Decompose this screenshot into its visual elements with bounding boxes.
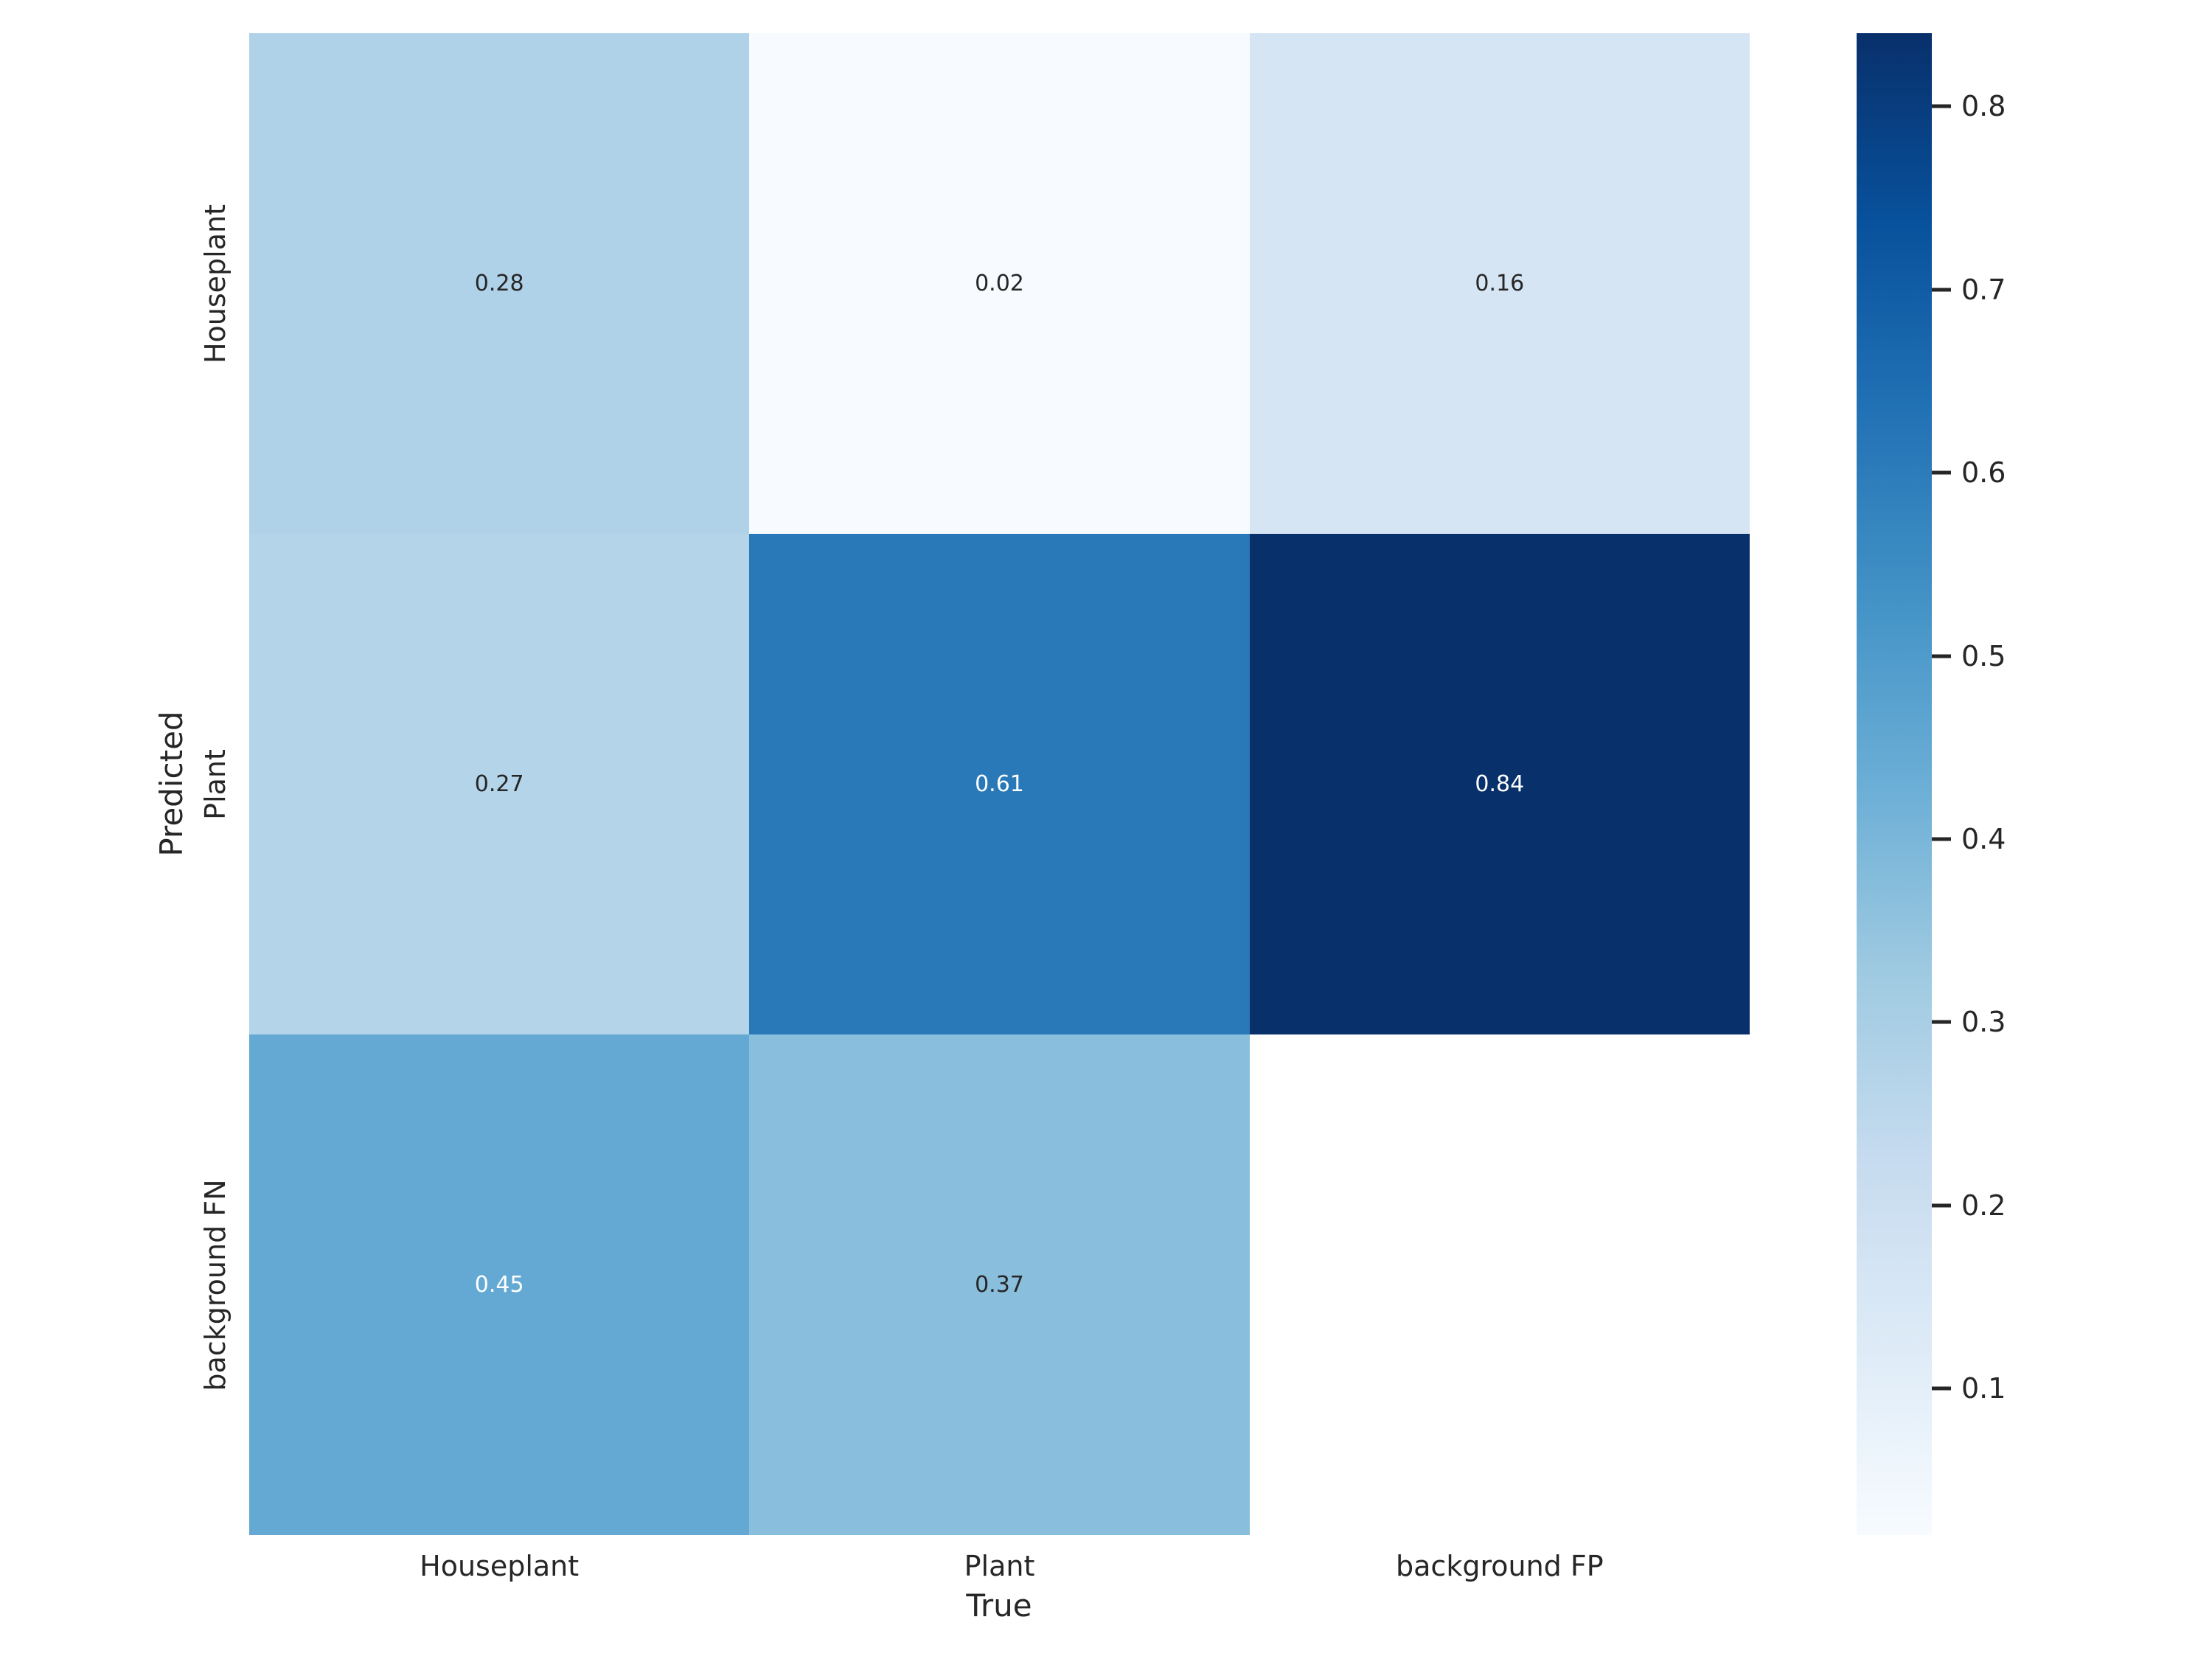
y-tick-label: Houseplant — [199, 204, 232, 364]
cell-value-label: 0.61 — [975, 771, 1024, 797]
colorbar-tick-mark — [1932, 1203, 1951, 1208]
colorbar-tick-label: 0.6 — [1961, 456, 2006, 490]
cell-value-label: 0.28 — [474, 270, 524, 296]
heatmap-cell: 0.28 — [249, 33, 750, 534]
colorbar-tick-mark — [1932, 104, 1951, 108]
heatmap-cell: 0.61 — [749, 534, 1250, 1034]
colorbar — [1857, 33, 1932, 1535]
colorbar-tick-mark — [1932, 654, 1951, 658]
y-tick-label: Plant — [199, 748, 232, 820]
colorbar-tick-mark — [1932, 1386, 1951, 1391]
heatmap-cell: 0.16 — [1249, 33, 1750, 534]
heatmap-grid: 0.28 0.02 0.16 0.27 0.61 0.84 0.45 0.37 — [249, 33, 1750, 1535]
x-tick-label: Houseplant — [420, 1550, 580, 1582]
x-tick-label: background FP — [1396, 1550, 1604, 1582]
colorbar-tick-label: 0.1 — [1961, 1372, 2006, 1405]
x-axis-title: True — [966, 1587, 1032, 1624]
heatmap-cell — [1249, 1034, 1750, 1535]
colorbar-tick-mark — [1932, 470, 1951, 475]
colorbar-tick-label: 0.2 — [1961, 1189, 2006, 1222]
heatmap-cell: 0.45 — [249, 1034, 750, 1535]
y-axis-title: Predicted — [153, 711, 189, 857]
colorbar-tick-label: 0.8 — [1961, 90, 2006, 123]
cell-value-label: 0.45 — [474, 1271, 524, 1298]
heatmap-cell: 0.27 — [249, 534, 750, 1034]
cell-value-label: 0.02 — [975, 270, 1024, 296]
heatmap-cell: 0.84 — [1249, 534, 1750, 1034]
heatmap-cell: 0.37 — [749, 1034, 1250, 1535]
y-tick-label: background FN — [199, 1178, 232, 1391]
colorbar-tick-mark — [1932, 837, 1951, 841]
colorbar-tick-label: 0.4 — [1961, 823, 2006, 856]
colorbar-tick-label: 0.5 — [1961, 639, 2006, 672]
colorbar-tick-label: 0.3 — [1961, 1006, 2006, 1039]
cell-value-label: 0.27 — [474, 771, 524, 797]
colorbar-tick-mark — [1932, 1020, 1951, 1024]
cell-value-label: 0.37 — [975, 1271, 1024, 1298]
colorbar-tick-label: 0.7 — [1961, 273, 2006, 306]
cell-value-label: 0.16 — [1475, 270, 1525, 296]
x-tick-label: Plant — [964, 1550, 1035, 1582]
heatmap-cell: 0.02 — [749, 33, 1250, 534]
cell-value-label: 0.84 — [1475, 771, 1525, 797]
colorbar-tick-mark — [1932, 288, 1951, 292]
